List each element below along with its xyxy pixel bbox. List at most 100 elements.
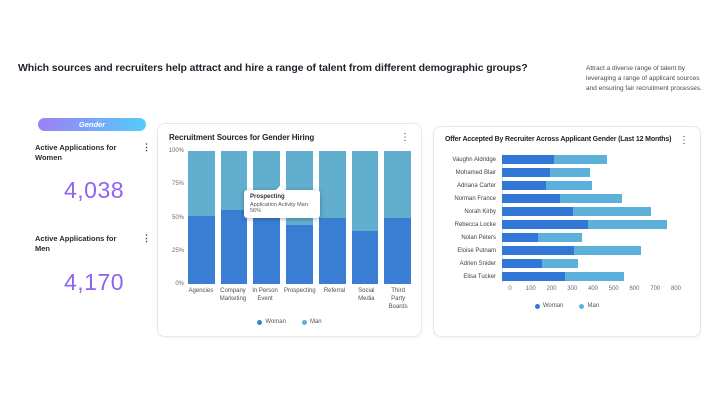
recruiter-bar[interactable]	[502, 232, 688, 243]
gender-badge[interactable]: Gender	[38, 118, 146, 131]
bar-segment-woman[interactable]	[502, 193, 561, 204]
recruiter-bar[interactable]	[502, 167, 688, 178]
legend-label: Man	[587, 303, 600, 309]
bar-segment-man[interactable]	[546, 180, 592, 191]
bar-segment-woman[interactable]	[384, 217, 412, 284]
kebab-menu-icon[interactable]: ⋮	[400, 132, 410, 143]
legend-dot-icon	[301, 319, 307, 325]
recruiter-name: Eloise Putnam	[457, 247, 496, 254]
bar-segment-man[interactable]	[574, 245, 642, 256]
gh-legend: Woman Man	[158, 319, 421, 325]
bar-segment-woman[interactable]	[502, 232, 539, 243]
bar-segment-man[interactable]	[538, 232, 583, 243]
x-tick-label: Prospecting	[283, 288, 316, 294]
recruiter-bar[interactable]	[502, 245, 688, 256]
recruiter-name: Adrien Snider	[459, 260, 496, 267]
legend-label: Woman	[542, 303, 564, 309]
bar-in-person-event[interactable]	[253, 151, 281, 284]
bar-social-media[interactable]	[351, 151, 379, 284]
bar-segment-woman[interactable]	[502, 258, 542, 269]
bar-segment-man[interactable]	[588, 219, 668, 230]
bar-segment-woman[interactable]	[351, 230, 379, 284]
bar-agencies[interactable]	[188, 151, 215, 284]
kpi-active-applications-women: Active Applications for Women ⋮ 4,038	[35, 143, 153, 204]
bar-segment-man[interactable]	[318, 151, 346, 218]
x-tick-label: 400	[587, 286, 599, 292]
legend-item-man: Man	[301, 319, 322, 326]
bar-company-marketing[interactable]	[220, 151, 248, 284]
bar-third-party-boards[interactable]	[384, 151, 412, 284]
bar-segment-man[interactable]	[564, 271, 625, 282]
kebab-menu-icon[interactable]: ⋮	[142, 233, 151, 244]
bar-prospecting[interactable]	[286, 151, 313, 284]
bar-segment-man[interactable]	[188, 151, 215, 217]
kpi-label: Active Applications for Men	[35, 234, 117, 254]
bar-segment-man[interactable]	[220, 151, 248, 210]
legend-item-woman: Woman	[257, 319, 286, 325]
bar-segment-woman[interactable]	[502, 167, 550, 178]
y-tick-label: 0%	[175, 281, 184, 287]
recruiter-name: Vaughn Aldridge	[452, 156, 496, 163]
oa-rows: Vaughn Aldridge Mohamed Blair Adriana Cart…	[452, 153, 688, 283]
y-tick-label: 25%	[171, 247, 184, 254]
recruiter-bar[interactable]	[502, 258, 688, 269]
bar-segment-woman[interactable]	[502, 245, 575, 256]
legend-label: Woman	[265, 319, 286, 326]
x-axis-labels: Agencies Company Marketing In Person Event…	[188, 288, 411, 311]
legend-dot-icon	[257, 319, 263, 325]
recruiter-row: Norah Kirby	[464, 205, 688, 218]
recruiter-bar[interactable]	[502, 193, 688, 204]
card-offer-accepted: Offer Accepted By Recruiter Across Appli…	[433, 126, 701, 337]
legend-dot-icon	[534, 303, 540, 309]
y-axis: 100% 75% 50% 25% 0%	[168, 148, 188, 287]
x-tick-label: In Person Event	[252, 288, 278, 302]
bar-segment-woman[interactable]	[220, 209, 248, 284]
recruiter-bar[interactable]	[502, 154, 688, 165]
bar-segment-man[interactable]	[541, 258, 578, 269]
recruiter-bar[interactable]	[502, 206, 688, 217]
card-recruitment-sources: Recruitment Sources for Gender Hiring ⋮ …	[157, 123, 422, 337]
y-tick-label: 50%	[171, 214, 184, 221]
bar-segment-man[interactable]	[549, 167, 591, 178]
x-tick-label: Agencies	[188, 288, 214, 294]
bar-segment-woman[interactable]	[502, 206, 573, 217]
bar-segment-woman[interactable]	[502, 271, 565, 282]
bar-segment-woman[interactable]	[502, 219, 589, 230]
gender-kpi-column: Gender Active Applications for Women ⋮ 4…	[35, 118, 153, 296]
bar-segment-woman[interactable]	[188, 216, 215, 284]
stacked-column-chart: 100% 75% 50% 25% 0% Prospecting Application …	[168, 148, 412, 287]
bar-segment-man[interactable]	[351, 151, 379, 231]
recruiter-row: Mohamed Blair	[456, 166, 688, 179]
recruiter-row: Nolan Peters	[461, 231, 688, 244]
bar-segment-woman[interactable]	[502, 154, 555, 165]
tooltip-value: Application Activity Man: 56%	[250, 201, 310, 214]
bar-segment-woman[interactable]	[286, 225, 313, 284]
recruiter-bar[interactable]	[502, 271, 688, 282]
x-tick-label: 300	[567, 286, 578, 292]
bar-segment-woman[interactable]	[502, 180, 547, 191]
x-tick-label: 200	[546, 286, 557, 292]
kebab-menu-icon[interactable]: ⋮	[142, 142, 151, 152]
bar-segment-woman[interactable]	[318, 217, 346, 284]
bar-segment-man[interactable]	[384, 151, 412, 218]
bar-referral[interactable]	[318, 151, 346, 284]
recruiter-row: Elisa Tucker	[463, 270, 688, 283]
recruiter-name: Adriana Carter	[456, 182, 496, 189]
x-tick-label: 700	[650, 286, 661, 292]
recruiter-name: Elisa Tucker	[463, 273, 496, 280]
x-tick-label: 500	[608, 286, 619, 292]
x-tick-label: Social Media	[358, 288, 375, 302]
kpi-label: Active Applications for Women	[35, 143, 117, 163]
x-tick-label: 600	[629, 286, 640, 292]
card-title: Offer Accepted By Recruiter Across Appli…	[445, 136, 672, 143]
kebab-menu-icon[interactable]: ⋮	[679, 135, 689, 146]
recruiter-row: Rebecca Locke	[455, 218, 688, 231]
bar-segment-man[interactable]	[554, 154, 607, 165]
y-tick-label: 75%	[171, 181, 184, 188]
bar-segment-man[interactable]	[560, 193, 622, 204]
legend-label: Man	[309, 319, 322, 326]
recruiter-bar[interactable]	[502, 219, 688, 230]
bar-segment-man[interactable]	[572, 206, 651, 217]
recruiter-row: Vaughn Aldridge	[452, 153, 688, 166]
recruiter-bar[interactable]	[502, 180, 688, 191]
